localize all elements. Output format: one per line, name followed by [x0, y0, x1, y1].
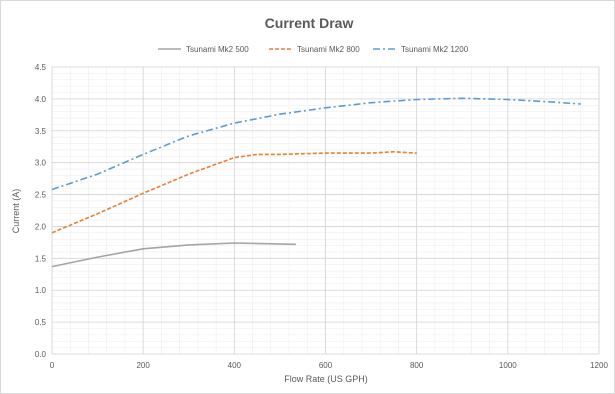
y-tick-label: 2.5 [35, 191, 47, 200]
x-tick-label: 800 [410, 361, 424, 370]
series-line-1 [51, 242, 296, 268]
legend-label-1: Tsunami Mk2 500 [186, 45, 249, 54]
y-tick-label: 1.0 [35, 286, 47, 295]
chart-legend: Tsunami Mk2 500 Tsunami Mk2 800 Tsunami Mk… [158, 45, 469, 54]
y-axis-ticks: 0.0 0.5 1.0 1.5 2.0 2.5 3.0 3.5 4.0 4.5 [35, 63, 47, 359]
x-tick-label: 600 [319, 361, 333, 370]
x-tick-label: 200 [136, 361, 150, 370]
x-tick-label: 0 [50, 361, 55, 370]
y-tick-label: 4.0 [35, 95, 47, 104]
y-tick-label: 3.0 [35, 159, 47, 168]
x-tick-label: 1200 [590, 361, 608, 370]
series-line-3 [51, 97, 581, 191]
y-tick-label: 4.5 [35, 63, 47, 72]
y-tick-label: 2.0 [35, 222, 47, 231]
y-tick-label: 0.5 [35, 318, 47, 327]
y-tick-label: 1.5 [35, 254, 47, 263]
x-axis-label: Flow Rate (US GPH) [284, 374, 368, 384]
y-tick-label: 3.5 [35, 127, 47, 136]
series-lines [51, 97, 581, 268]
x-tick-label: 1000 [499, 361, 517, 370]
x-axis-ticks: 0 200 400 600 800 1000 1200 [50, 361, 609, 370]
legend-label-2: Tsunami Mk2 800 [297, 45, 360, 54]
y-tick-label: 0.0 [35, 350, 47, 359]
legend-label-3: Tsunami Mk2 1200 [401, 45, 469, 54]
chart-title: Current Draw [265, 15, 354, 31]
x-tick-label: 400 [228, 361, 242, 370]
y-axis-label: Current (A) [11, 189, 21, 234]
major-gridlines [51, 66, 600, 355]
